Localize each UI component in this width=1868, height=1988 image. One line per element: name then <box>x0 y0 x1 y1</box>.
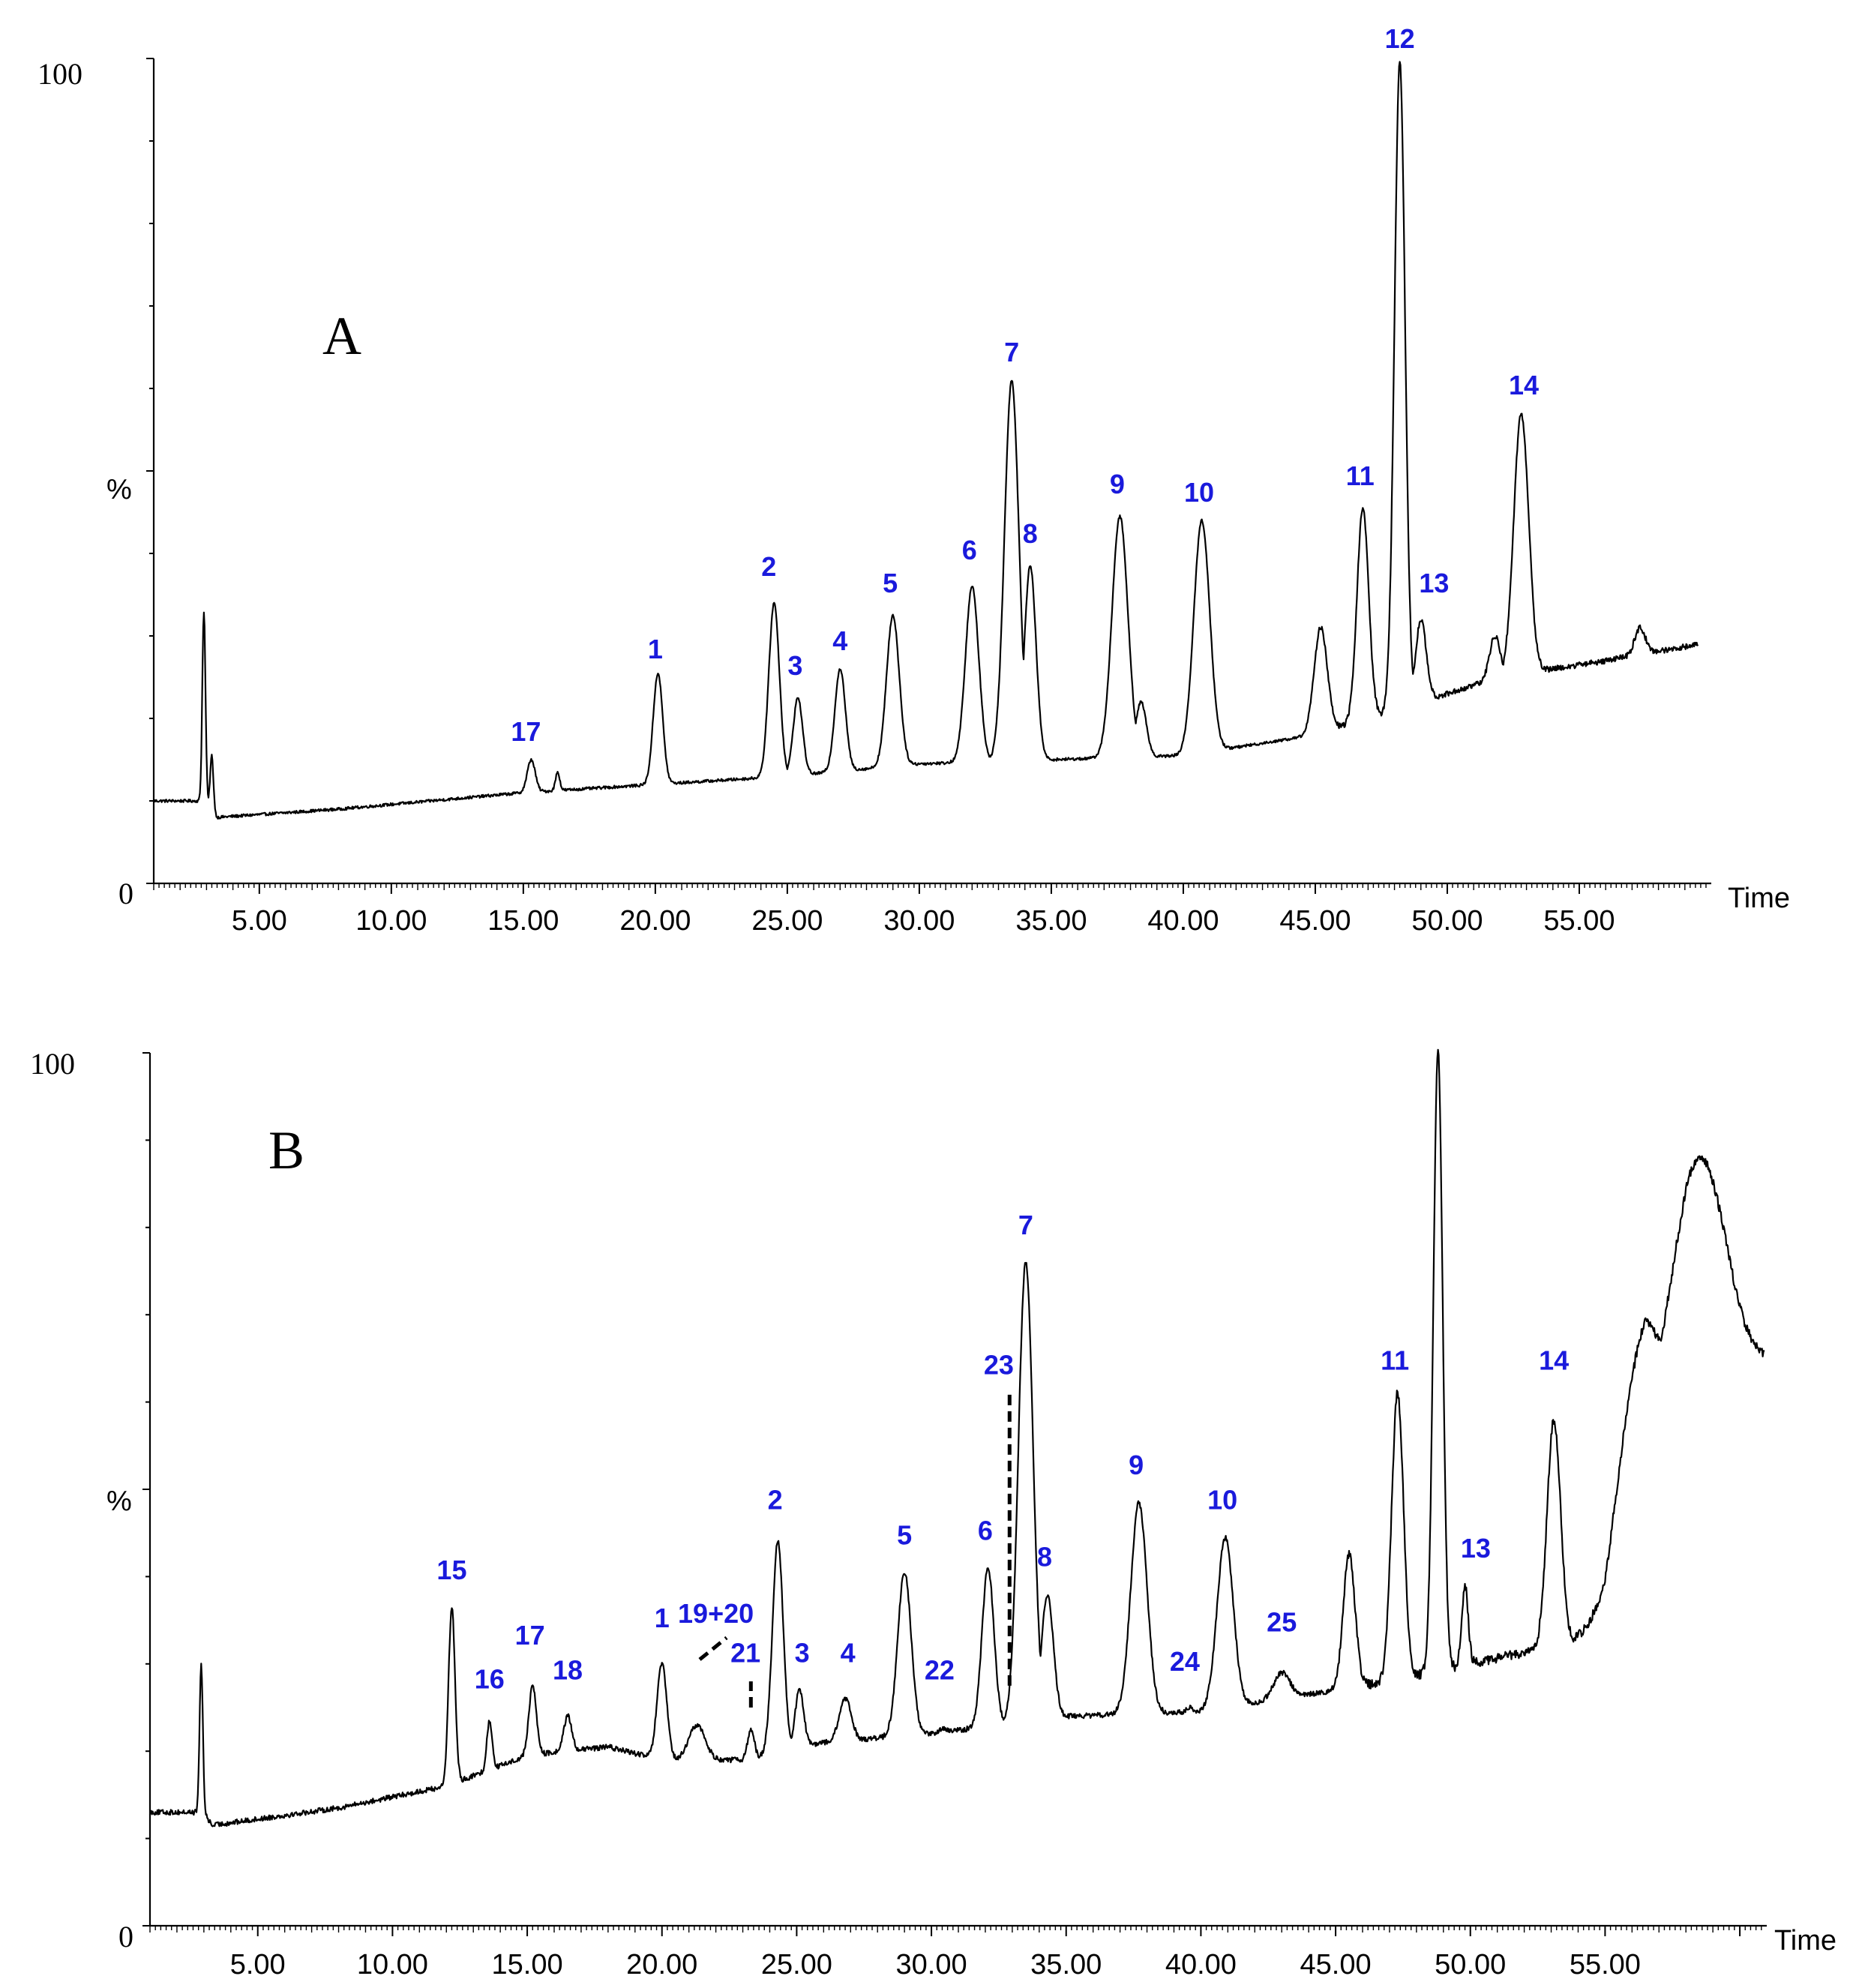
peak-label: 2 <box>768 1485 783 1516</box>
peak-label: 10 <box>1184 477 1214 508</box>
peak-label: 16 <box>475 1663 505 1694</box>
peak-label: 7 <box>1018 1210 1033 1240</box>
panel-b-y-label: % <box>106 1486 132 1517</box>
panel-b: 100 0 % Time B 5.00 10.00 15.00 20.00 25.00 3… <box>30 1047 1837 1981</box>
panel-a-letter: A <box>322 306 361 366</box>
peak-label: 18 <box>553 1655 583 1686</box>
panel-a-ytick-100: 100 <box>37 57 82 91</box>
x-tick-label: 40.00 <box>1147 905 1219 937</box>
x-tick-label: 10.00 <box>357 1949 428 1981</box>
peak-label: 12 <box>1385 23 1415 54</box>
x-tick-label: 45.00 <box>1300 1949 1372 1981</box>
peak-label: 10 <box>1207 1485 1237 1516</box>
chromatogram-trace <box>153 61 1699 820</box>
peak-label: 1 <box>648 634 663 664</box>
panel-b-ytick-100: 100 <box>30 1047 75 1081</box>
peak-label: 22 <box>925 1655 955 1686</box>
x-tick-label: 35.00 <box>1015 905 1087 937</box>
x-tick-label: 15.00 <box>492 1949 563 1981</box>
peak-label: 14 <box>1509 370 1539 400</box>
peak-label: 8 <box>1023 518 1038 549</box>
peak-label: 4 <box>832 625 847 656</box>
peak-label: 8 <box>1037 1541 1052 1572</box>
x-tick-label: 40.00 <box>1165 1949 1237 1981</box>
peak-label: 3 <box>795 1637 810 1668</box>
panel-a-trace-group <box>153 61 1699 820</box>
panel-b-x-label: Time <box>1774 1925 1837 1957</box>
peak-label: 6 <box>962 535 977 565</box>
panel-b-trace-group <box>148 1048 1765 1828</box>
peak-leader-line <box>698 1636 728 1661</box>
panel-b-letter: B <box>268 1120 304 1180</box>
x-tick-label: 10.00 <box>355 905 427 937</box>
peak-label: 3 <box>787 650 802 681</box>
x-tick-label: 20.00 <box>619 905 691 937</box>
peak-label: 13 <box>1419 568 1449 598</box>
peak-label: 4 <box>841 1637 856 1668</box>
panel-a-ticks: 5.00 10.00 15.00 20.00 25.00 30.00 35.00 40.00 4… <box>146 58 1707 937</box>
peak-label: 21 <box>730 1637 760 1668</box>
peak-label: 23 <box>984 1349 1014 1380</box>
peak-label: 25 <box>1267 1607 1297 1638</box>
peak-label: 11 <box>1346 460 1375 491</box>
panel-a: 100 0 % Time A 5.00 10.00 15.00 20.00 25.00 3… <box>37 23 1790 937</box>
x-tick-label: 55.00 <box>1543 905 1615 937</box>
x-tick-label: 25.00 <box>761 1949 832 1981</box>
x-tick-label: 15.00 <box>487 905 559 937</box>
peak-label: 6 <box>978 1515 993 1546</box>
chromatogram-trace <box>148 1048 1765 1828</box>
panel-a-x-label: Time <box>1728 883 1790 914</box>
peak-label: 9 <box>1110 469 1125 499</box>
x-tick-label: 50.00 <box>1411 905 1483 937</box>
peak-label: 24 <box>1170 1646 1200 1677</box>
peak-label: 5 <box>897 1519 912 1550</box>
peak-label: 11 <box>1381 1345 1409 1376</box>
x-tick-label: 35.00 <box>1030 1949 1102 1981</box>
peak-label: 2 <box>761 551 776 582</box>
x-tick-label: 5.00 <box>230 1949 286 1981</box>
x-tick-label: 30.00 <box>896 1949 967 1981</box>
x-tick-label: 55.00 <box>1570 1949 1641 1981</box>
peak-label: 7 <box>1004 337 1019 367</box>
peak-label: 17 <box>515 1620 545 1651</box>
peak-label: 13 <box>1461 1533 1491 1564</box>
peak-label: 1 <box>655 1603 670 1633</box>
x-tick-label: 5.00 <box>232 905 287 937</box>
peak-label: 5 <box>883 568 898 598</box>
panel-a-ytick-0: 0 <box>118 877 133 910</box>
panel-b-ytick-0: 0 <box>118 1920 133 1954</box>
x-tick-label: 25.00 <box>751 905 823 937</box>
peak-label: 17 <box>511 716 541 747</box>
panel-b-ticks: 5.00 10.00 15.00 20.00 25.00 30.00 35.00 40.00 4… <box>142 1052 1762 1981</box>
peak-label: 9 <box>1129 1450 1144 1480</box>
peak-label: 19+20 <box>678 1598 754 1629</box>
panel-b-leader-lines <box>698 1389 1012 1708</box>
x-tick-label: 45.00 <box>1279 905 1351 937</box>
peak-label: 14 <box>1539 1345 1569 1376</box>
peak-label: 15 <box>436 1555 466 1585</box>
x-tick-label: 30.00 <box>883 905 955 937</box>
x-tick-label: 50.00 <box>1435 1949 1506 1981</box>
panel-a-y-label: % <box>106 474 132 505</box>
x-tick-label: 20.00 <box>626 1949 697 1981</box>
